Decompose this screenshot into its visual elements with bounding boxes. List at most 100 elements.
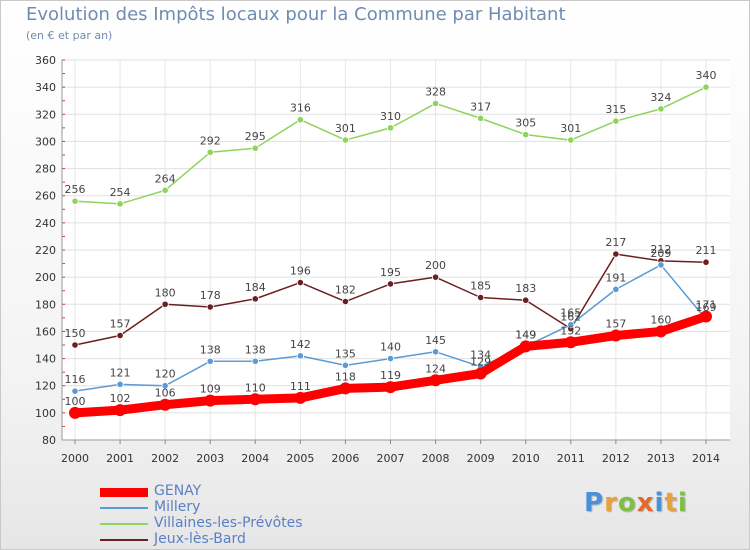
data-point-millery [567, 321, 575, 329]
data-label-villaines-les-pr-v-tes: 264 [155, 172, 176, 185]
x-tick-label: 2002 [151, 452, 179, 465]
data-point-jeux-l-s-bard [612, 250, 620, 258]
x-tick-label: 2006 [331, 452, 359, 465]
data-label-jeux-l-s-bard: 185 [470, 280, 491, 293]
data-point-villaines-les-pr-v-tes [161, 186, 169, 194]
data-label-jeux-l-s-bard: 182 [335, 284, 356, 297]
data-label-genay: 149 [515, 328, 536, 341]
data-label-millery: 135 [335, 347, 356, 360]
data-label-villaines-les-pr-v-tes: 295 [245, 130, 266, 143]
data-label-jeux-l-s-bard: 178 [200, 289, 221, 302]
data-point-genay [384, 381, 397, 394]
y-tick-label: 320 [35, 108, 56, 121]
data-point-villaines-les-pr-v-tes [386, 124, 395, 132]
data-label-jeux-l-s-bard: 196 [290, 265, 311, 278]
data-label-villaines-les-pr-v-tes: 301 [560, 122, 581, 135]
data-point-villaines-les-pr-v-tes [431, 99, 440, 108]
data-label-genay: 118 [335, 370, 356, 383]
x-tick-label: 2010 [512, 452, 540, 465]
data-label-jeux-l-s-bard: 211 [696, 244, 717, 257]
x-tick-label: 2014 [692, 452, 720, 465]
chart-subtitle: (en € et par an) [26, 29, 113, 42]
data-label-genay: 100 [65, 395, 86, 408]
data-point-genay [609, 329, 622, 342]
legend-swatch [100, 487, 148, 497]
x-tick-label: 2005 [286, 452, 314, 465]
data-label-genay: 160 [650, 313, 671, 326]
data-point-millery [161, 382, 169, 390]
x-tick-label: 2009 [467, 452, 495, 465]
data-label-genay: 111 [290, 380, 311, 393]
data-label-millery: 142 [290, 338, 311, 351]
data-point-jeux-l-s-bard [522, 296, 530, 304]
logo-letter: i [677, 488, 688, 518]
y-tick-label: 80 [42, 434, 56, 447]
data-label-genay: 102 [110, 392, 131, 405]
logo-letter: i [654, 488, 665, 518]
legend-swatch [100, 507, 148, 509]
data-point-villaines-les-pr-v-tes [71, 197, 79, 205]
logo-letter: x [636, 488, 655, 518]
data-point-villaines-les-pr-v-tes [116, 200, 124, 208]
data-point-genay [69, 406, 81, 419]
data-point-villaines-les-pr-v-tes [702, 83, 710, 91]
data-point-genay [159, 398, 172, 411]
data-point-villaines-les-pr-v-tes [341, 136, 350, 144]
data-label-genay: 106 [155, 387, 176, 400]
data-point-millery [657, 261, 665, 269]
data-point-jeux-l-s-bard [431, 273, 440, 281]
data-label-villaines-les-pr-v-tes: 305 [515, 117, 536, 130]
data-point-jeux-l-s-bard [71, 341, 79, 349]
data-point-jeux-l-s-bard [296, 278, 304, 287]
data-label-genay: 109 [200, 383, 221, 396]
data-point-jeux-l-s-bard [386, 280, 395, 288]
data-label-villaines-les-pr-v-tes: 310 [380, 110, 401, 123]
legend-swatch [100, 523, 148, 525]
data-label-genay: 129 [470, 356, 491, 369]
data-point-millery [612, 285, 620, 293]
data-point-genay [429, 374, 442, 387]
data-label-genay: 171 [696, 299, 717, 312]
y-tick-label: 120 [35, 380, 56, 393]
data-label-jeux-l-s-bard: 183 [515, 282, 536, 295]
data-point-genay [204, 394, 217, 407]
data-label-jeux-l-s-bard: 184 [245, 281, 266, 294]
data-point-millery [341, 361, 350, 369]
data-point-jeux-l-s-bard [477, 293, 485, 302]
data-point-genay [294, 391, 307, 404]
data-label-villaines-les-pr-v-tes: 301 [335, 122, 356, 135]
data-point-genay [564, 336, 577, 349]
data-label-genay: 157 [605, 318, 626, 331]
y-tick-label: 140 [35, 353, 56, 366]
logo-letter: r [604, 488, 618, 518]
data-label-villaines-les-pr-v-tes: 316 [290, 102, 311, 115]
data-label-jeux-l-s-bard: 200 [425, 259, 446, 272]
data-label-jeux-l-s-bard: 162 [560, 311, 581, 324]
x-tick-label: 2001 [106, 452, 134, 465]
data-label-jeux-l-s-bard: 180 [155, 286, 176, 299]
data-point-villaines-les-pr-v-tes [296, 116, 304, 124]
data-label-millery: 165 [560, 307, 581, 320]
data-point-jeux-l-s-bard [251, 295, 259, 303]
data-point-villaines-les-pr-v-tes [206, 148, 214, 156]
y-tick-label: 180 [35, 298, 56, 311]
data-label-millery: 145 [425, 334, 446, 347]
data-label-millery: 138 [200, 343, 221, 356]
data-point-genay [700, 310, 712, 323]
data-label-millery: 121 [110, 366, 131, 379]
legend-label: Jeux-lès-Bard [154, 531, 246, 547]
data-label-millery: 209 [650, 247, 671, 260]
y-tick-label: 360 [35, 54, 56, 67]
chart-title: Evolution des Impôts locaux pour la Comm… [26, 4, 566, 25]
y-tick-label: 160 [35, 325, 56, 338]
data-label-jeux-l-s-bard: 217 [605, 236, 626, 249]
data-point-genay [339, 382, 352, 395]
data-label-villaines-les-pr-v-tes: 317 [470, 100, 491, 113]
x-tick-label: 2012 [602, 452, 630, 465]
data-point-millery [251, 357, 259, 365]
data-point-jeux-l-s-bard [206, 303, 214, 311]
data-label-jeux-l-s-bard: 195 [380, 266, 401, 279]
data-point-jeux-l-s-bard [116, 331, 124, 340]
data-point-millery [71, 387, 79, 395]
x-tick-label: 2000 [61, 452, 89, 465]
